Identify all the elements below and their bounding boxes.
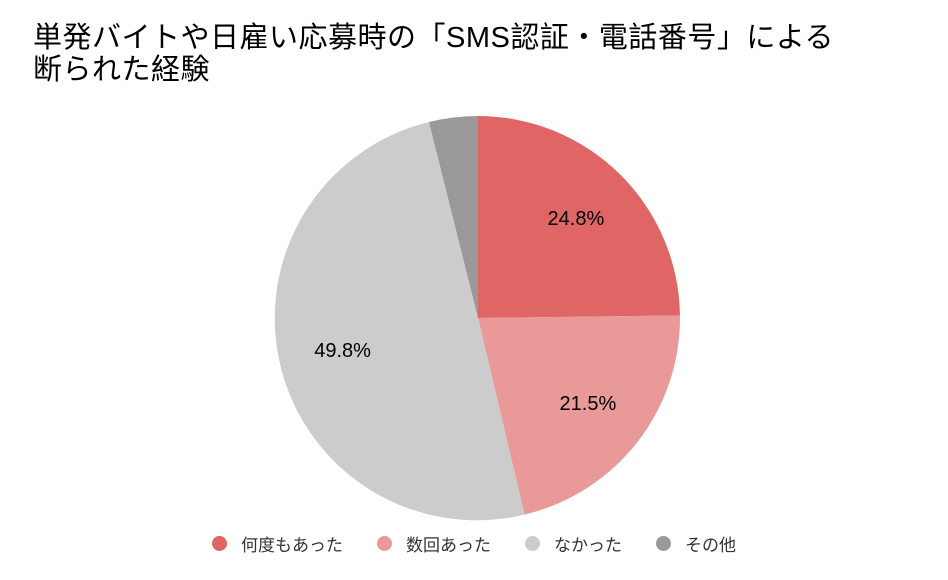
- pie-slice-3: [428, 116, 478, 318]
- legend-label-0: 何度もあった: [241, 536, 343, 555]
- chart-title-line-2: 断られた経験: [33, 54, 211, 86]
- legend-dot-2: [525, 536, 540, 551]
- legend-label-1: 数回あった: [406, 536, 491, 555]
- legend-label-3: その他: [685, 536, 736, 555]
- legend-item-0: 何度もあった: [212, 531, 343, 556]
- pie-slice-label-2: 49.8%: [314, 340, 371, 362]
- legend-item-2: なかった: [525, 531, 622, 556]
- legend-item-1: 数回あった: [377, 531, 491, 556]
- pie-slice-1: [478, 315, 680, 515]
- legend-label-2: なかった: [554, 536, 622, 555]
- pie-slice-label-0: 24.8%: [548, 208, 605, 230]
- pie-slice-label-1: 21.5%: [560, 393, 617, 415]
- legend-dot-1: [377, 536, 392, 551]
- pie-slice-2: [274, 122, 525, 521]
- legend-dot-0: [212, 536, 227, 551]
- legend-item-3: その他: [656, 531, 736, 556]
- legend-dot-3: [656, 536, 671, 551]
- pie-slice-0: [478, 116, 680, 318]
- chart-title-line-1: 単発バイトや日雇い応募時の「SMS認証・電話番号」による: [33, 22, 834, 54]
- legend: 何度もあった 数回あった なかった その他: [0, 531, 948, 556]
- chart-title: 単発バイトや日雇い応募時の「SMS認証・電話番号」による 断られた経験: [33, 22, 923, 86]
